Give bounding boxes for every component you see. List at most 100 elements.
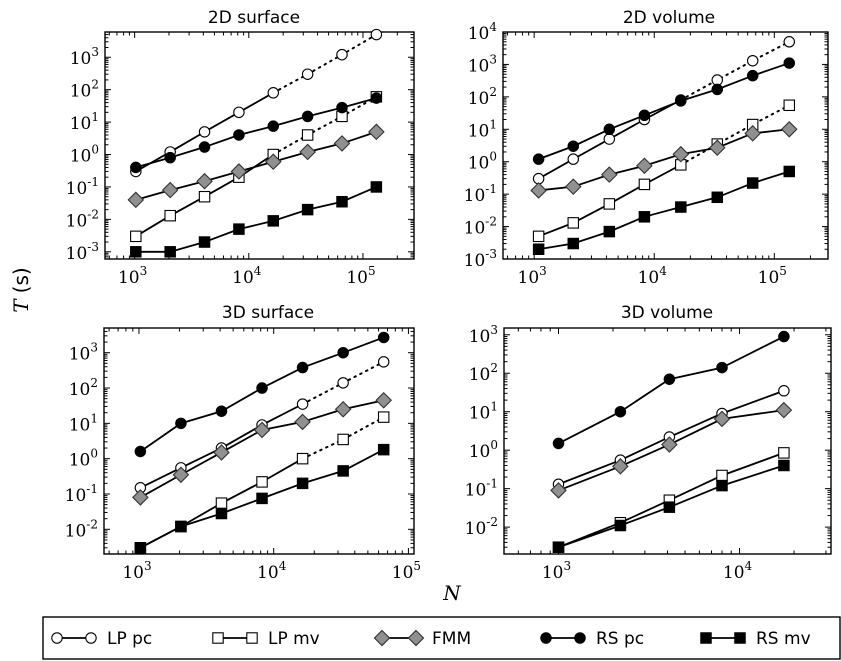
series-lp-pc-extrapolated-point xyxy=(336,48,348,61)
tick-layer: 103 104 105 10-3 10-2 10-1 100 101 102 103 104 xyxy=(464,20,828,288)
y-tick-label: 103 xyxy=(468,52,497,76)
series-layer xyxy=(132,331,393,554)
series-rs-pc-point xyxy=(603,123,616,136)
y-tick-label: 10-3 xyxy=(464,247,497,271)
x-tick-label: 103 xyxy=(542,559,571,583)
series-lp-mv-point xyxy=(215,497,228,509)
tick-layer: 103 104 105 10-3 10-2 10-1 100 101 102 103 xyxy=(66,31,414,288)
series-rs-pc-point xyxy=(267,120,280,132)
panel-title: 3D volume xyxy=(621,303,713,323)
legend-item-lp-pc: LP pc xyxy=(51,629,152,649)
legend-item-rs-pc: RS pc xyxy=(540,629,644,649)
y-axis-label: T (s) xyxy=(9,267,33,312)
series-rs-mv-point xyxy=(215,507,228,520)
series-lp-mv-point xyxy=(130,230,142,243)
legend-marker xyxy=(246,632,258,644)
y-tick-label: 101 xyxy=(469,400,498,424)
y-tick-label: 102 xyxy=(469,361,498,385)
series-rs-pc-point xyxy=(130,161,142,174)
series-rs-mv-point xyxy=(567,237,580,250)
series-lp-mv-point xyxy=(567,217,580,229)
series-fmm-point xyxy=(333,135,351,152)
legend-label: LP pc xyxy=(107,629,152,649)
series-fmm-point xyxy=(636,157,653,175)
series-rs-pc-line xyxy=(558,335,785,445)
legend-label: RS mv xyxy=(756,629,811,649)
series-rs-mv-point xyxy=(256,492,268,505)
legend-marker xyxy=(574,632,586,644)
legend-marker xyxy=(407,629,425,647)
series-rs-pc-point xyxy=(134,445,147,458)
series-rs-pc-point xyxy=(716,361,728,374)
series-rs-mv-point xyxy=(233,223,245,235)
series-lp-mv-point xyxy=(256,476,268,488)
series-lp-pc-point xyxy=(778,385,790,397)
y-tick-label: 100 xyxy=(469,438,498,462)
tick-layer: 103 104 10-2 10-1 100 101 102 103 xyxy=(465,323,831,583)
plot-frame xyxy=(502,31,829,260)
series-fmm-point xyxy=(375,391,393,409)
y-tick-label: 102 xyxy=(70,78,99,102)
series-lp-pc-extrapolated-point xyxy=(746,54,759,67)
series-rs-mv-point xyxy=(716,479,728,492)
plot-frame xyxy=(103,327,415,555)
series-rs-pc-point xyxy=(370,92,383,104)
series-lp-pc-point xyxy=(603,133,616,145)
series-fmm-point xyxy=(196,172,213,190)
y-tick-label: 10-2 xyxy=(66,207,99,231)
series-fmm-point xyxy=(294,413,311,431)
y-tick-label: 101 xyxy=(468,117,497,141)
series-lp-mv-point xyxy=(638,178,651,191)
series-rs-pc-point xyxy=(337,346,349,359)
series-lp-pc-extrapolated-point xyxy=(337,377,349,389)
panel-3d-volume: 3D volume 103 104 10-2 10-1 100 101 102 103 xyxy=(465,303,832,583)
series-rs-pc-point xyxy=(336,101,348,114)
series-fmm-point xyxy=(713,410,731,428)
series-rs-pc-line xyxy=(135,97,377,169)
panel-title: 2D volume xyxy=(623,8,715,28)
x-tick-label: 103 xyxy=(518,264,547,288)
y-tick-label: 102 xyxy=(468,85,497,109)
series-fmm-point xyxy=(564,178,582,195)
series-lp-mv-point xyxy=(778,447,790,459)
series-rs-pc-point xyxy=(164,151,176,164)
series-lp-mv-extrapolation xyxy=(272,95,378,156)
series-lp-mv-point xyxy=(296,452,309,465)
series-rs-pc-point xyxy=(663,373,676,385)
series-rs-mv-point xyxy=(663,501,676,513)
y-tick-label: 10-3 xyxy=(66,240,99,264)
y-tick-label: 104 xyxy=(468,20,498,44)
series-fmm-point xyxy=(132,489,149,506)
series-rs-pc-point xyxy=(552,437,565,450)
tick-layer: 103 104 105 10-2 10-1 100 101 102 103 xyxy=(65,327,421,583)
legend-marker xyxy=(373,629,391,647)
series-rs-pc-point xyxy=(175,417,187,430)
series-lp-pc-extrapolated-point xyxy=(301,68,314,80)
series-rs-mv-point xyxy=(175,520,187,533)
y-tick-label: 10-1 xyxy=(464,182,497,206)
series-lp-mv-point xyxy=(198,190,211,203)
y-tick-label: 103 xyxy=(469,323,498,347)
series-rs-pc-point xyxy=(233,129,245,141)
series-lp-pc-extrapolation xyxy=(679,40,791,101)
series-rs-pc-point xyxy=(301,110,314,123)
series-rs-mv-point xyxy=(746,177,759,189)
legend-marker xyxy=(700,632,712,644)
series-rs-pc-point xyxy=(215,405,228,417)
series-fmm-point xyxy=(230,163,248,180)
series-rs-mv-point xyxy=(337,465,349,477)
plot-frame xyxy=(104,31,415,260)
series-layer xyxy=(530,36,798,255)
series-rs-mv-point xyxy=(370,181,383,193)
y-tick-label: 100 xyxy=(69,447,98,471)
series-lp-pc-extrapolated-point xyxy=(377,356,390,368)
y-tick-label: 10-1 xyxy=(465,477,498,501)
y-tick-label: 101 xyxy=(69,411,98,435)
series-rs-pc-point xyxy=(783,57,796,69)
legend: LP pc LP mv FMM RS pc RS mv xyxy=(42,616,841,660)
legend-label: RS pc xyxy=(596,629,644,649)
y-tick-label: 103 xyxy=(70,45,99,69)
x-tick-label: 105 xyxy=(346,264,375,288)
series-fmm-point xyxy=(600,166,618,183)
series-lp-mv-point xyxy=(716,469,728,482)
